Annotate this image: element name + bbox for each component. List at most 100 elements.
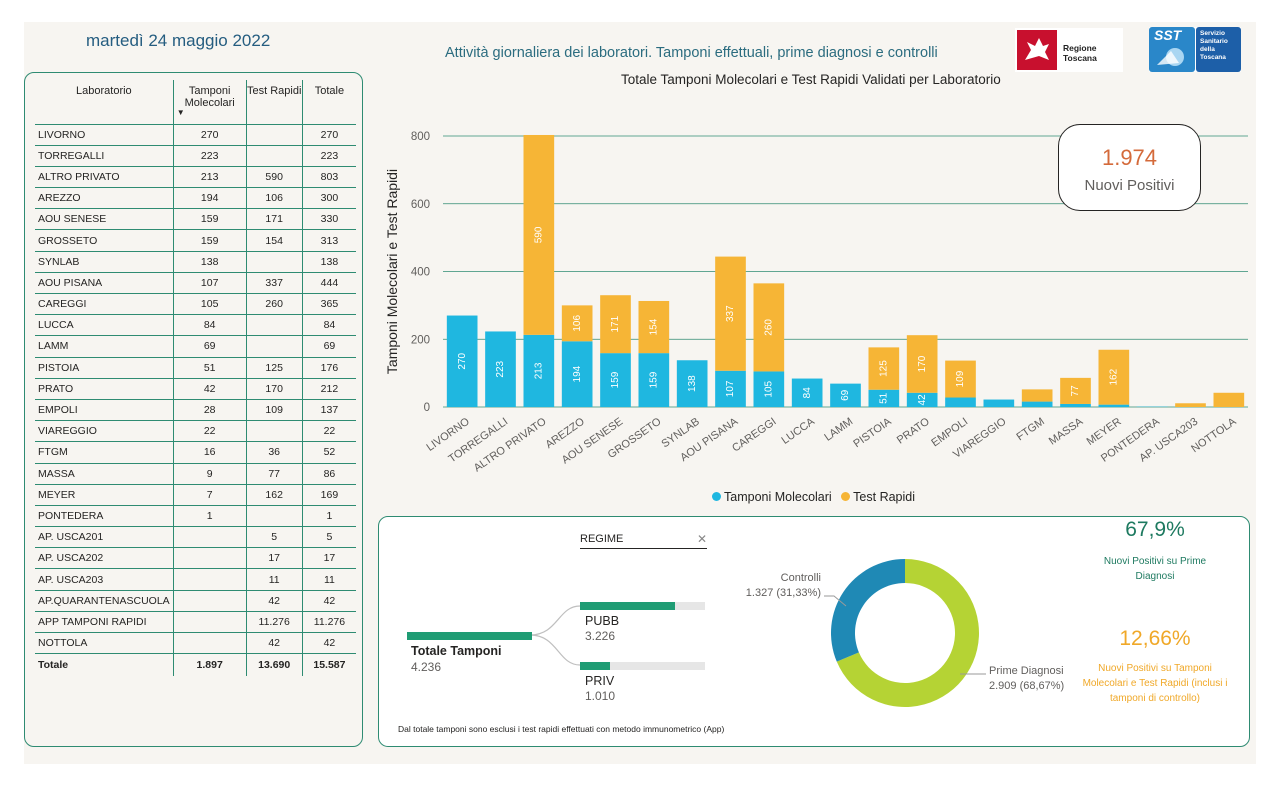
cell-totale: 17 [302, 547, 357, 570]
legend-item-molecolari[interactable]: Tamponi Molecolari [712, 490, 832, 504]
table-row[interactable]: PONTEDERA 1 1 [35, 505, 357, 528]
sst-text: Servizio Sanitario della Toscana [1196, 27, 1241, 72]
cell-laboratorio: TORREGALLI [35, 145, 174, 167]
table-row[interactable]: TORREGALLI 223 223 [35, 145, 357, 167]
cell-laboratorio: AP.QUARANTENASCUOLA [35, 590, 174, 612]
legend-label: Test Rapidi [853, 490, 916, 504]
data-label-molecolari: 138 [687, 375, 698, 392]
cell-laboratorio: APP TAMPONI RAPIDI [35, 611, 174, 634]
sst-line: Toscana [1200, 54, 1226, 61]
table-row[interactable]: LUCCA 84 84 [35, 314, 357, 337]
table-row[interactable]: CAREGGI 105 260 365 [35, 293, 357, 316]
table-row[interactable]: GROSSETO 159 154 313 [35, 229, 357, 252]
cell-totale: 86 [302, 463, 357, 485]
table-row[interactable]: EMPOLI 28 109 137 [35, 399, 357, 422]
priv-label: PRIV [585, 674, 615, 688]
nuovi-positivi-card: 1.974 Nuovi Positivi [1058, 124, 1201, 211]
total-tamponi-bar[interactable] [407, 632, 532, 640]
table-row[interactable]: SYNLAB 138 138 [35, 251, 357, 273]
cell-totale: 444 [302, 272, 357, 295]
cell-test-rapidi [246, 314, 303, 337]
cell-tamponi-molecolari: 1.897 [173, 653, 247, 676]
table-row[interactable]: AP. USCA203 11 11 [35, 568, 357, 591]
total-tamponi-value: 4.236 [411, 660, 442, 674]
x-tick-label: LUCCA [779, 415, 817, 447]
cell-tamponi-molecolari: 270 [173, 124, 247, 146]
cell-laboratorio: VIAREGGIO [35, 420, 174, 443]
clear-filter-icon[interactable]: ✕ [696, 532, 707, 546]
table-row[interactable]: MEYER 7 162 169 [35, 484, 357, 506]
table-row[interactable]: AP. USCA201 5 5 [35, 526, 357, 549]
legend-dot [841, 492, 851, 501]
table-row[interactable]: ALTRO PRIVATO 213 590 803 [35, 166, 357, 189]
regime-filter[interactable]: REGIME ✕ [580, 532, 707, 549]
bar-rapidi [1098, 349, 1130, 405]
bar-molecolari [561, 341, 593, 407]
cell-totale: 15.587 [313, 658, 346, 671]
cell-tamponi-molecolari: 213 [173, 166, 247, 189]
cell-laboratorio: LIVORNO [35, 124, 174, 146]
column-header-test-rapidi[interactable]: Test Rapidi [246, 80, 303, 125]
table-row[interactable]: VIAREGGIO 22 22 [35, 420, 357, 443]
y-tick-label: 800 [411, 131, 430, 143]
cell-laboratorio: NOTTOLA [35, 632, 174, 655]
pubb-value: 3.226 [585, 629, 616, 643]
x-tick-label: ALTRO PRIVATO [472, 415, 549, 474]
bar-molecolari [523, 334, 555, 407]
cell-tamponi-molecolari: 194 [173, 187, 247, 210]
bar-molecolari [1060, 403, 1091, 407]
data-label-molecolari: 223 [495, 360, 506, 377]
bar-molecolari [906, 392, 938, 407]
controlli-prime-diagnosi-donut [831, 559, 979, 707]
cell-test-rapidi [246, 505, 303, 528]
table-row[interactable]: FTGM 16 36 52 [35, 441, 357, 464]
cell-totale: 223 [302, 145, 357, 167]
cell-tamponi-molecolari: 105 [173, 293, 247, 316]
donut-slice-prime-diagnosi[interactable] [836, 559, 979, 707]
bar-molecolari [446, 315, 478, 407]
data-label-molecolari: 69 [840, 389, 851, 401]
table-total-row[interactable]: Totale 1.897 13.690 15.587 [35, 653, 356, 676]
table-row[interactable]: AP. USCA202 17 17 [35, 547, 357, 570]
cell-tamponi-molecolari: 223 [173, 145, 247, 167]
bar-rapidi [1175, 403, 1206, 407]
pubb-bar[interactable] [580, 602, 676, 610]
cell-tamponi-molecolari: 22 [173, 420, 247, 443]
cell-laboratorio: AOU SENESE [35, 208, 174, 231]
table-row[interactable]: PRATO 42 170 212 [35, 378, 357, 400]
cell-test-rapidi: 590 [246, 166, 303, 189]
table-row[interactable]: AOU PISANA 107 337 444 [35, 272, 357, 295]
priv-bar[interactable] [580, 662, 610, 670]
y-axis-label: Tamponi Molecolari e Test Rapidi [384, 169, 400, 374]
table-row[interactable]: AP.QUARANTENASCUOLA 42 42 [35, 590, 357, 612]
donut-leader-lines [824, 595, 986, 675]
bar-rapidi [561, 305, 593, 342]
column-header-totale[interactable]: Totale [302, 80, 357, 125]
data-label-molecolari: 51 [878, 392, 889, 404]
x-tick-label: FTGM [1014, 416, 1046, 444]
donut-slice-controlli[interactable] [831, 559, 905, 662]
cell-laboratorio: PRATO [35, 378, 174, 400]
cell-test-rapidi: 260 [246, 293, 303, 316]
table-row[interactable]: LIVORNO 270 270 [35, 124, 357, 146]
table-row[interactable]: MASSA 9 77 86 [35, 463, 357, 485]
regime-filter-label: REGIME [580, 533, 624, 545]
table-row[interactable]: AREZZO 194 106 300 [35, 187, 357, 210]
data-label-rapidi: 162 [1108, 368, 1119, 385]
y-tick-label: 0 [424, 402, 430, 414]
column-header-tamponi-molecolari[interactable]: Tamponi Molecolari ▼ [173, 80, 247, 125]
x-tick-label: PRATO [895, 415, 932, 446]
legend-item-rapidi[interactable]: Test Rapidi [841, 490, 915, 504]
table-row[interactable]: PISTOIA 51 125 176 [35, 357, 357, 379]
bar-molecolari [983, 399, 1015, 407]
cell-test-rapidi: 162 [246, 484, 303, 506]
table-row[interactable]: NOTTOLA 42 42 [35, 632, 357, 655]
data-label-molecolari: 270 [457, 352, 468, 369]
data-label-rapidi: 170 [917, 355, 928, 372]
table-row[interactable]: LAMM 69 69 [35, 335, 357, 358]
cell-totale: 300 [302, 187, 357, 210]
table-row[interactable]: APP TAMPONI RAPIDI 11.276 11.276 [35, 611, 357, 634]
table-row[interactable]: AOU SENESE 159 171 330 [35, 208, 357, 231]
x-tick-label: MASSA [1047, 415, 1086, 447]
column-header-laboratorio[interactable]: Laboratorio [35, 80, 174, 125]
